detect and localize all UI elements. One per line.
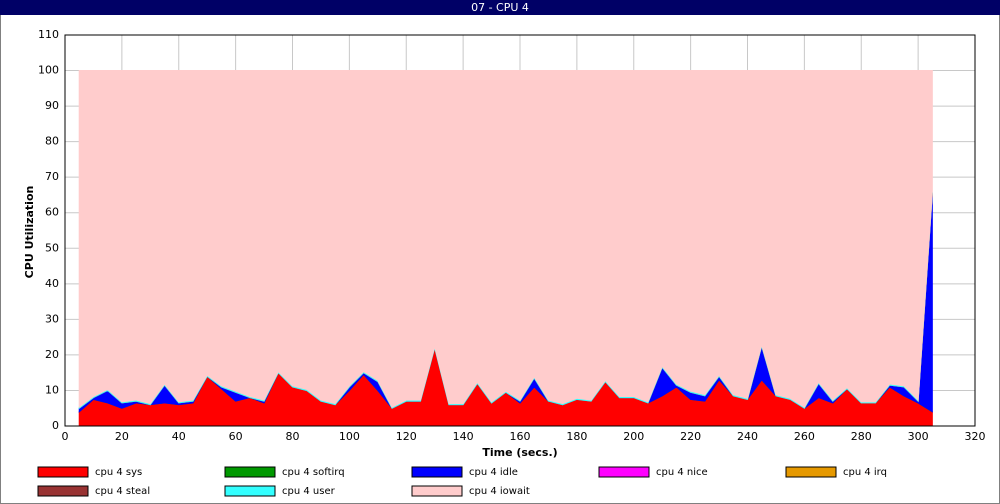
legend-label: cpu 4 sys <box>95 467 142 478</box>
x-tick-label: 60 <box>229 430 243 443</box>
y-axis-label: CPU Utilization <box>23 186 36 279</box>
x-tick-label: 220 <box>680 430 701 443</box>
y-tick-label: 110 <box>38 28 59 41</box>
title-bar <box>0 0 1000 15</box>
y-tick-label: 80 <box>45 135 59 148</box>
legend-swatch <box>37 466 89 478</box>
legend-label: cpu 4 nice <box>656 467 708 478</box>
x-tick-label: 180 <box>566 430 587 443</box>
legend-label: cpu 4 idle <box>469 467 518 478</box>
x-axis-label: Time (secs.) <box>482 446 557 459</box>
x-tick-label: 20 <box>115 430 129 443</box>
legend-label: cpu 4 user <box>282 486 336 497</box>
x-tick-label: 100 <box>339 430 360 443</box>
x-tick-label: 300 <box>908 430 929 443</box>
x-tick-label: 160 <box>510 430 531 443</box>
x-tick-label: 40 <box>172 430 186 443</box>
legend-swatch <box>785 466 837 478</box>
y-tick-label: 100 <box>38 64 59 77</box>
y-tick-label: 20 <box>45 348 59 361</box>
x-tick-label: 320 <box>965 430 986 443</box>
x-tick-label: 0 <box>62 430 69 443</box>
x-tick-label: 260 <box>794 430 815 443</box>
y-tick-label: 0 <box>52 419 59 432</box>
legend-label: cpu 4 steal <box>95 486 150 497</box>
x-tick-label: 120 <box>396 430 417 443</box>
legend-swatch <box>411 485 463 497</box>
area <box>78 70 933 409</box>
y-tick-label: 50 <box>45 241 59 254</box>
legend-swatch <box>37 485 89 497</box>
x-tick-label: 80 <box>286 430 300 443</box>
x-tick-label: 200 <box>623 430 644 443</box>
legend-label: cpu 4 softirq <box>282 467 345 478</box>
y-tick-label: 90 <box>45 99 59 112</box>
x-tick-label: 240 <box>737 430 758 443</box>
y-tick-label: 10 <box>45 383 59 396</box>
legend-swatch <box>224 485 276 497</box>
y-tick-label: 30 <box>45 312 59 325</box>
x-tick-label: 140 <box>453 430 474 443</box>
legend-swatch <box>411 466 463 478</box>
legend-label: cpu 4 irq <box>843 467 887 478</box>
y-tick-label: 70 <box>45 170 59 183</box>
y-tick-label: 40 <box>45 277 59 290</box>
legend-label: cpu 4 iowait <box>469 486 530 497</box>
x-tick-label: 280 <box>851 430 872 443</box>
chart-title: 07 - CPU 4 <box>471 1 529 14</box>
legend-swatch <box>224 466 276 478</box>
legend-swatch <box>598 466 650 478</box>
plot-border <box>64 34 976 427</box>
y-tick-label: 60 <box>45 206 59 219</box>
